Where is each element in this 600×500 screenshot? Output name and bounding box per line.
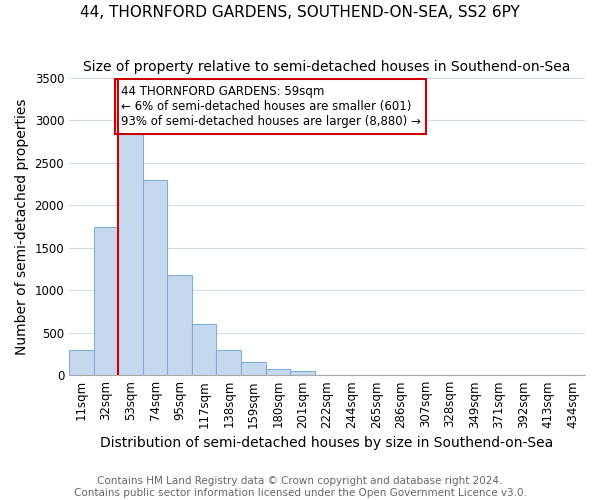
Y-axis label: Number of semi-detached properties: Number of semi-detached properties (15, 98, 29, 355)
Bar (192, 324, 217, 375)
Title: Size of property relative to semi-detached houses in Southend-on-Sea: Size of property relative to semi-detach… (83, 60, 571, 74)
Bar (94, 226, 118, 375)
Bar (217, 350, 241, 375)
Text: 44, THORNFORD GARDENS, SOUTHEND-ON-SEA, SS2 6PY: 44, THORNFORD GARDENS, SOUTHEND-ON-SEA, … (80, 5, 520, 20)
X-axis label: Distribution of semi-detached houses by size in Southend-on-Sea: Distribution of semi-detached houses by … (100, 436, 554, 450)
Text: Contains HM Land Registry data © Crown copyright and database right 2024.
Contai: Contains HM Land Registry data © Crown c… (74, 476, 526, 498)
Bar (118, 127, 143, 375)
Text: 44 THORNFORD GARDENS: 59sqm
← 6% of semi-detached houses are smaller (601)
93% o: 44 THORNFORD GARDENS: 59sqm ← 6% of semi… (121, 84, 421, 128)
Bar (167, 276, 192, 375)
Bar (143, 180, 167, 375)
Bar (69, 350, 94, 375)
Bar (241, 362, 266, 375)
Bar (290, 371, 315, 375)
Bar (266, 369, 290, 375)
